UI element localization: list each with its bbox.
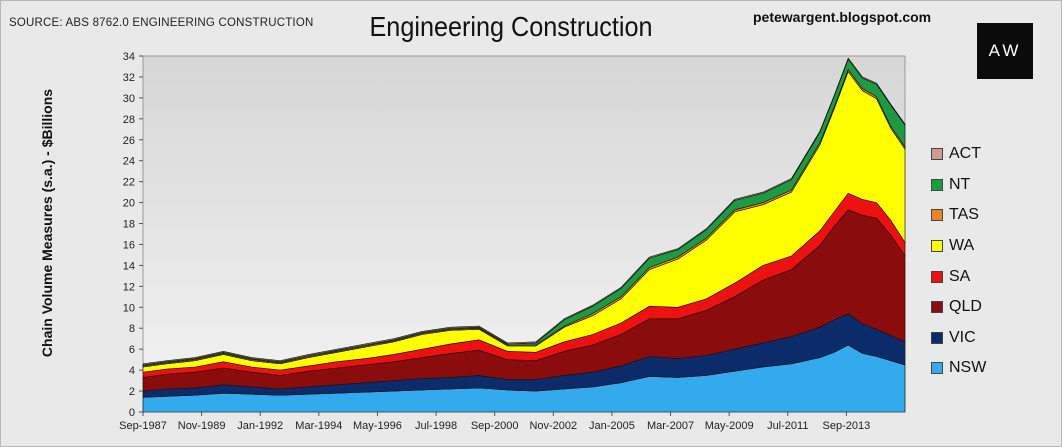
legend-label: VIC <box>949 328 976 346</box>
legend-item-nt: NT <box>931 170 986 201</box>
source-note: SOURCE: ABS 8762.0 ENGINEERING CONSTRUCT… <box>9 17 314 29</box>
x-tick-label: Mar-1994 <box>295 420 342 432</box>
x-tick-label: May-1996 <box>353 420 402 432</box>
legend-label: TAS <box>949 206 979 224</box>
chart-title: Engineering Construction <box>369 11 653 42</box>
legend-swatch <box>931 270 943 283</box>
y-tick-label: 4 <box>129 365 135 377</box>
x-tick-label: Jan-2005 <box>589 420 635 432</box>
legend-swatch <box>931 178 943 191</box>
y-tick-label: 28 <box>123 114 135 126</box>
y-tick-label: 14 <box>123 260 135 272</box>
y-tick-label: 30 <box>123 93 135 105</box>
legend-item-qld: QLD <box>931 292 986 323</box>
legend-label: NT <box>949 175 971 193</box>
x-tick-label: Jul-1998 <box>415 420 457 432</box>
legend-swatch <box>931 301 943 314</box>
legend: ACT NT TAS WA SA QLD VIC NSW <box>931 139 986 384</box>
y-tick-label: 32 <box>123 72 135 84</box>
y-tick-label: 0 <box>129 407 135 419</box>
legend-item-tas: TAS <box>931 200 986 231</box>
y-tick-label: 10 <box>123 302 135 314</box>
x-tick-label: Sep-1987 <box>119 420 167 432</box>
legend-swatch <box>931 209 943 222</box>
y-tick-label: 12 <box>123 281 135 293</box>
x-tick-label: May-2009 <box>705 420 754 432</box>
y-tick-label: 2 <box>129 386 135 398</box>
y-tick-label: 20 <box>123 198 135 210</box>
legend-swatch <box>931 362 943 375</box>
y-tick-label: 34 <box>123 51 135 63</box>
legend-label: WA <box>949 237 975 255</box>
legend-item-wa: WA <box>931 231 986 262</box>
legend-label: QLD <box>949 298 982 316</box>
y-tick-label: 22 <box>123 177 135 189</box>
x-tick-label: Sep-2013 <box>823 420 871 432</box>
legend-item-nsw: NSW <box>931 353 986 384</box>
y-tick-label: 6 <box>129 344 135 356</box>
y-tick-label: 18 <box>123 219 135 231</box>
y-tick-label: 24 <box>123 156 135 168</box>
x-tick-label: Nov-1989 <box>178 420 226 432</box>
area-act <box>142 57 906 366</box>
x-tick-label: Mar-2007 <box>647 420 694 432</box>
blog-url: petewargent.blogspot.com <box>753 9 932 25</box>
legend-label: NSW <box>949 359 987 377</box>
y-tick-label: 8 <box>129 323 135 335</box>
aw-logo: AW <box>977 23 1033 79</box>
y-tick-label: 26 <box>123 135 135 147</box>
legend-label: ACT <box>949 145 981 163</box>
x-tick-label: Jan-1992 <box>237 420 283 432</box>
x-tick-label: Nov-2002 <box>529 420 577 432</box>
legend-item-vic: VIC <box>931 323 986 354</box>
legend-item-sa: SA <box>931 261 986 292</box>
legend-swatch <box>931 331 943 344</box>
x-tick-label: Jul-2011 <box>767 420 808 432</box>
legend-swatch <box>931 240 943 253</box>
y-tick-label: 16 <box>123 239 135 251</box>
x-tick-label: Sep-2000 <box>471 420 519 432</box>
legend-swatch <box>931 148 943 161</box>
legend-label: SA <box>949 267 971 285</box>
legend-item-act: ACT <box>931 139 986 170</box>
